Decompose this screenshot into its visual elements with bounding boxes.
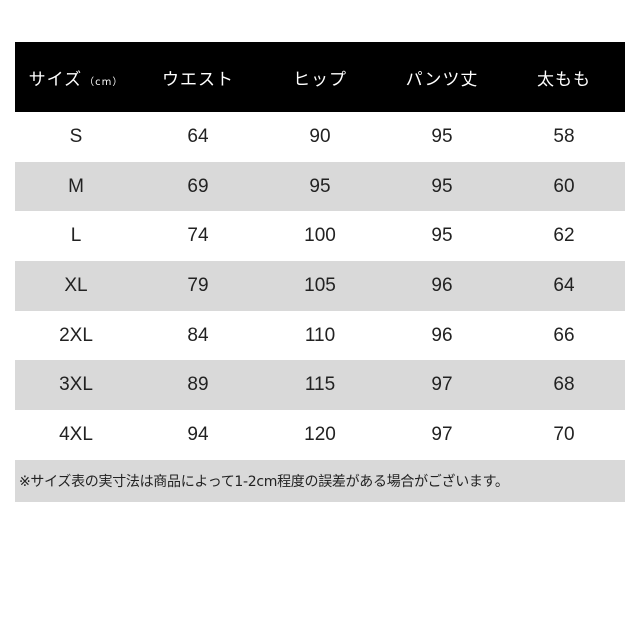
cell-thigh: 70 — [553, 423, 575, 445]
cell-size: XL — [64, 274, 88, 296]
cell-hip: 100 — [304, 225, 336, 247]
cell-size: 4XL — [59, 423, 93, 445]
cell-waist: 79 — [187, 274, 209, 296]
table-row: 4XL 94 120 97 70 — [15, 410, 625, 460]
table-row: S 64 90 95 58 — [15, 112, 625, 162]
cell-length: 96 — [431, 274, 453, 296]
cell-size: M — [68, 175, 84, 197]
cell-waist: 84 — [187, 324, 209, 346]
cell-size: L — [70, 225, 82, 247]
cell-hip: 110 — [304, 324, 336, 346]
cell-waist: 94 — [187, 423, 209, 445]
header-hip: ヒップ — [293, 69, 347, 90]
cell-thigh: 66 — [553, 324, 575, 346]
cell-hip: 95 — [309, 175, 331, 197]
header-thigh: 太もも — [537, 69, 591, 90]
cell-waist: 64 — [187, 125, 209, 147]
cell-hip: 105 — [304, 274, 336, 296]
cell-length: 95 — [431, 175, 453, 197]
cell-thigh: 60 — [553, 175, 575, 197]
cell-hip: 90 — [309, 125, 331, 147]
table-row: M 69 95 95 60 — [15, 161, 625, 212]
cell-length: 95 — [431, 125, 453, 147]
cell-hip: 115 — [304, 374, 336, 396]
size-table: サイズ （cm） ウエスト ヒップ パンツ丈 太もも S 64 90 95 58 M 69 95… — [15, 42, 625, 502]
cell-length: 97 — [431, 374, 453, 396]
cell-length: 96 — [431, 324, 453, 346]
cell-thigh: 64 — [553, 274, 575, 296]
cell-length: 95 — [431, 225, 453, 247]
cell-thigh: 58 — [553, 125, 575, 147]
table-row: 3XL 89 115 97 68 — [15, 360, 625, 411]
cell-hip: 120 — [304, 423, 336, 445]
cell-waist: 69 — [187, 175, 209, 197]
cell-waist: 74 — [187, 225, 209, 247]
header-size: サイズ （cm） — [15, 65, 137, 90]
cell-thigh: 68 — [553, 374, 575, 396]
table-row: 2XL 84 110 96 66 — [15, 311, 625, 361]
header-length: パンツ丈 — [405, 69, 479, 90]
cell-length: 97 — [431, 423, 453, 445]
table-row: XL 79 105 96 64 — [15, 261, 625, 311]
cell-size: S — [69, 125, 83, 147]
table-header: サイズ （cm） ウエスト ヒップ パンツ丈 太もも — [15, 42, 625, 112]
size-note: ※サイズ表の実寸法は商品によって1-2cm程度の誤差がある場合がございます。 — [15, 459, 625, 502]
header-waist: ウエスト — [162, 69, 234, 90]
cell-size: 3XL — [59, 374, 93, 396]
header-size-unit: （cm） — [84, 76, 124, 88]
cell-thigh: 62 — [553, 225, 575, 247]
cell-size: 2XL — [59, 324, 93, 346]
table-row: L 74 100 95 62 — [15, 211, 625, 261]
header-size-label: サイズ — [28, 69, 83, 90]
cell-waist: 89 — [187, 374, 209, 396]
